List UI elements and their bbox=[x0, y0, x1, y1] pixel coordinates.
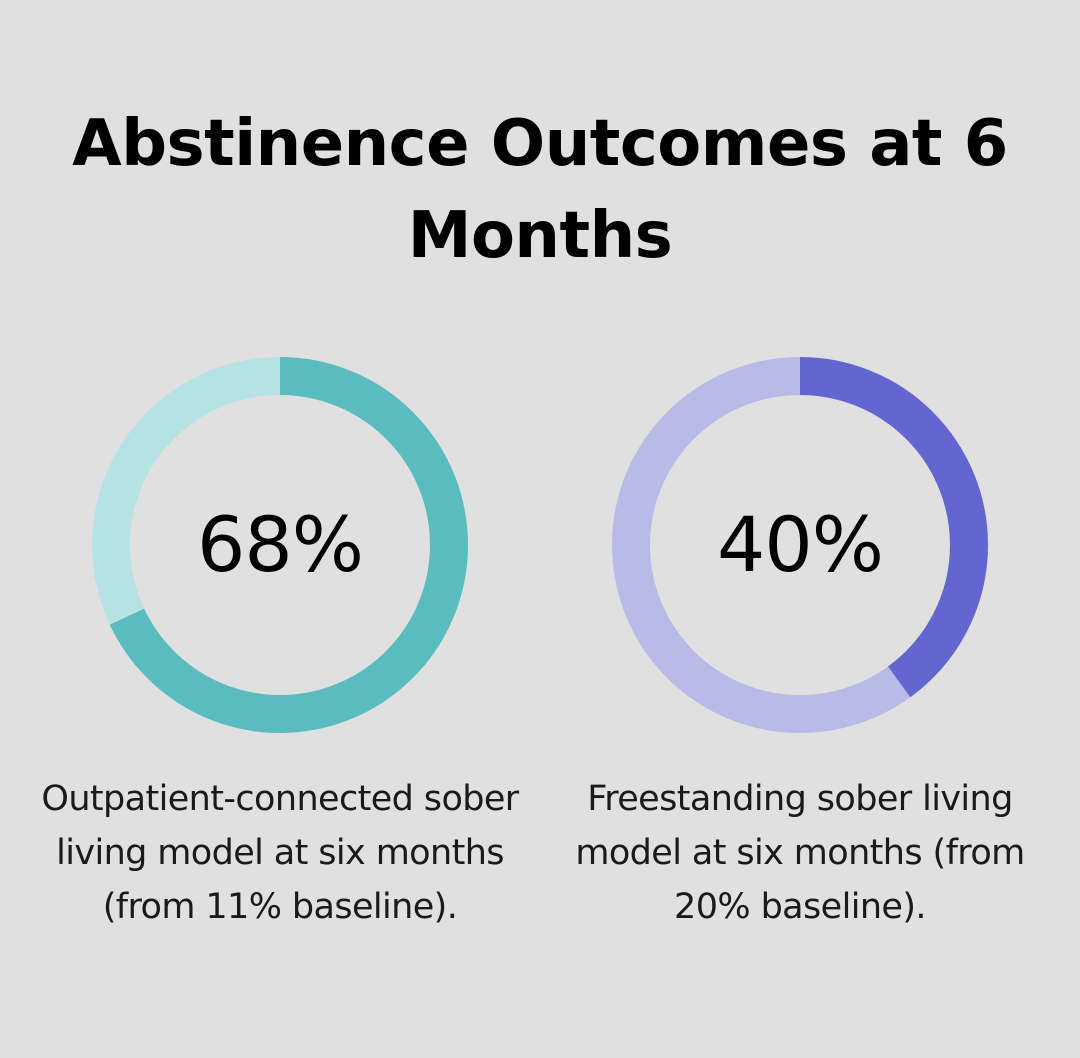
donut-chart-outpatient: 68% bbox=[90, 355, 470, 735]
donut-svg bbox=[612, 357, 988, 733]
donut-value-arc bbox=[612, 357, 988, 733]
donut-svg bbox=[92, 357, 468, 733]
donut-value-label: 68% bbox=[197, 500, 364, 589]
donut-caption-freestanding: Freestanding sober living model at six m… bbox=[575, 779, 1025, 927]
donut-chart-freestanding: 40% bbox=[610, 355, 990, 735]
chart-title: Abstinence Outcomes at 6 Months bbox=[72, 107, 1008, 273]
donut-value-label: 40% bbox=[717, 500, 884, 589]
donut-value-arc bbox=[92, 357, 468, 733]
donut-caption-outpatient: Outpatient-connected sober living model … bbox=[41, 779, 519, 927]
